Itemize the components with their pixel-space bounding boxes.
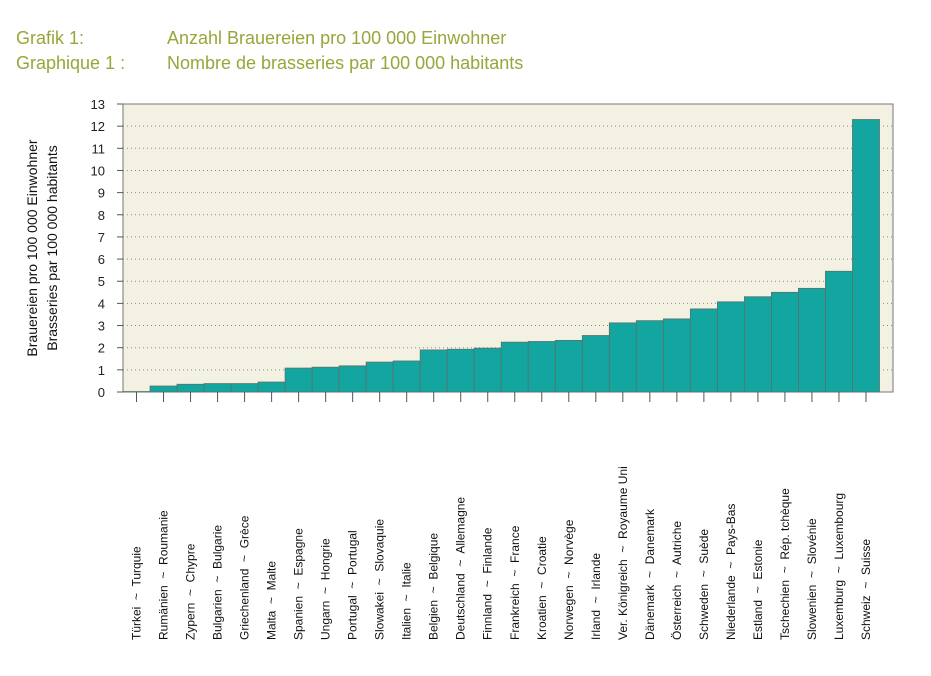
x-category-labels: Türkei ~ Turquie Rumänien ~ Roumanie Zyper… (130, 392, 873, 640)
bar (149, 385, 178, 393)
category-label: Frankreich ~ France (508, 525, 522, 640)
category-label: Italien ~ Italie (400, 562, 414, 640)
bar (554, 339, 583, 393)
y-tick-label: 5 (98, 274, 105, 289)
category-label: Griechenland ~ Grèce (238, 515, 252, 640)
category-label: Portugal ~ Portugal (346, 530, 360, 640)
category-label: Slowenien ~ Slovénie (805, 518, 819, 640)
category-label: Türkei ~ Turquie (130, 546, 144, 640)
bar (284, 367, 313, 393)
category-label: Schweiz ~ Suisse (859, 539, 873, 640)
bar (392, 360, 421, 393)
bar (473, 347, 502, 393)
category-label: Slowakei ~ Slovaquie (373, 519, 387, 640)
bar (419, 349, 448, 393)
y-tick-label: 2 (98, 341, 105, 356)
category-label: Rumänien ~ Roumanie (157, 510, 171, 640)
category-label: Spanien ~ Espagne (292, 528, 306, 640)
bar (581, 335, 610, 393)
bar (230, 383, 259, 393)
category-label: Kroatien ~ Croatie (535, 536, 549, 640)
category-label: Estland ~ Estonie (751, 539, 765, 640)
bar (527, 341, 556, 393)
y-tick-label: 13 (91, 97, 105, 112)
bar (257, 381, 286, 393)
bar (689, 308, 718, 393)
y-axis-label-line: Brasseries par 100 000 habitants (44, 145, 60, 350)
bar (852, 119, 880, 393)
chart-title-german: Anzahl Brauereien pro 100 000 Einwohner (167, 28, 507, 48)
category-label: Ver. Königreich ~ Royaume Uni (616, 466, 630, 640)
category-label: Österreich ~ Autriche (670, 521, 684, 640)
y-tick-label: 10 (91, 163, 105, 178)
category-label: Schweden ~ Suède (697, 529, 711, 640)
category-label: Tschechien ~ Rép. tchèque (778, 488, 792, 640)
category-label: Luxemburg ~ Luxembourg (832, 493, 846, 640)
bar (176, 383, 205, 393)
y-tick-label: 7 (98, 230, 105, 245)
bar (716, 301, 745, 393)
bar (311, 366, 340, 393)
y-tick-label: 8 (98, 208, 105, 223)
category-label: Bulgarien ~ Bulgarie (211, 525, 225, 640)
category-label: Ungarn ~ Hongrie (319, 538, 333, 640)
figure-label-german: Grafik 1: (16, 28, 85, 48)
category-label: Finnland ~ Finlande (481, 527, 495, 640)
y-axis-label: Brauereien pro 100 000 Einwohner Brasseri… (24, 139, 60, 356)
y-tick-label: 12 (91, 119, 105, 134)
chart-title-french: Nombre de brasseries par 100 000 habitan… (167, 53, 524, 73)
y-tick-label: 1 (98, 363, 105, 378)
y-tick-label: 6 (98, 252, 105, 267)
bar (825, 270, 853, 393)
bar (446, 348, 475, 393)
bar (203, 383, 232, 393)
category-label: Irland ~ Irlande (589, 553, 603, 640)
figure-label-french: Graphique 1 : (16, 53, 126, 73)
bar (635, 320, 664, 393)
y-tick-label: 4 (98, 296, 105, 311)
bar (608, 322, 637, 393)
category-label: Malta ~ Malte (265, 561, 279, 640)
category-label: Belgien ~ Belgique (427, 533, 441, 640)
y-tick-label: 3 (98, 319, 105, 334)
bar (771, 291, 799, 393)
bar (338, 365, 367, 393)
bar (500, 341, 529, 393)
category-label: Dänemark ~ Danemark (643, 508, 657, 640)
y-tick-label: 0 (98, 385, 105, 400)
y-tick-label: 11 (92, 141, 106, 156)
y-tick-label: 9 (98, 186, 105, 201)
bar (744, 296, 772, 393)
bar (365, 361, 394, 393)
bars (122, 119, 880, 393)
bar (662, 318, 691, 393)
category-label: Deutschland ~ Allemagne (454, 497, 468, 640)
category-label: Niederlande ~ Pays-Bas (724, 504, 738, 640)
bar (798, 287, 826, 393)
y-axis-label-line: Brauereien pro 100 000 Einwohner (24, 139, 40, 356)
category-label: Norwegen ~ Norvège (562, 519, 576, 640)
category-label: Zypern ~ Chypre (184, 543, 198, 640)
gridlines (123, 125, 893, 371)
